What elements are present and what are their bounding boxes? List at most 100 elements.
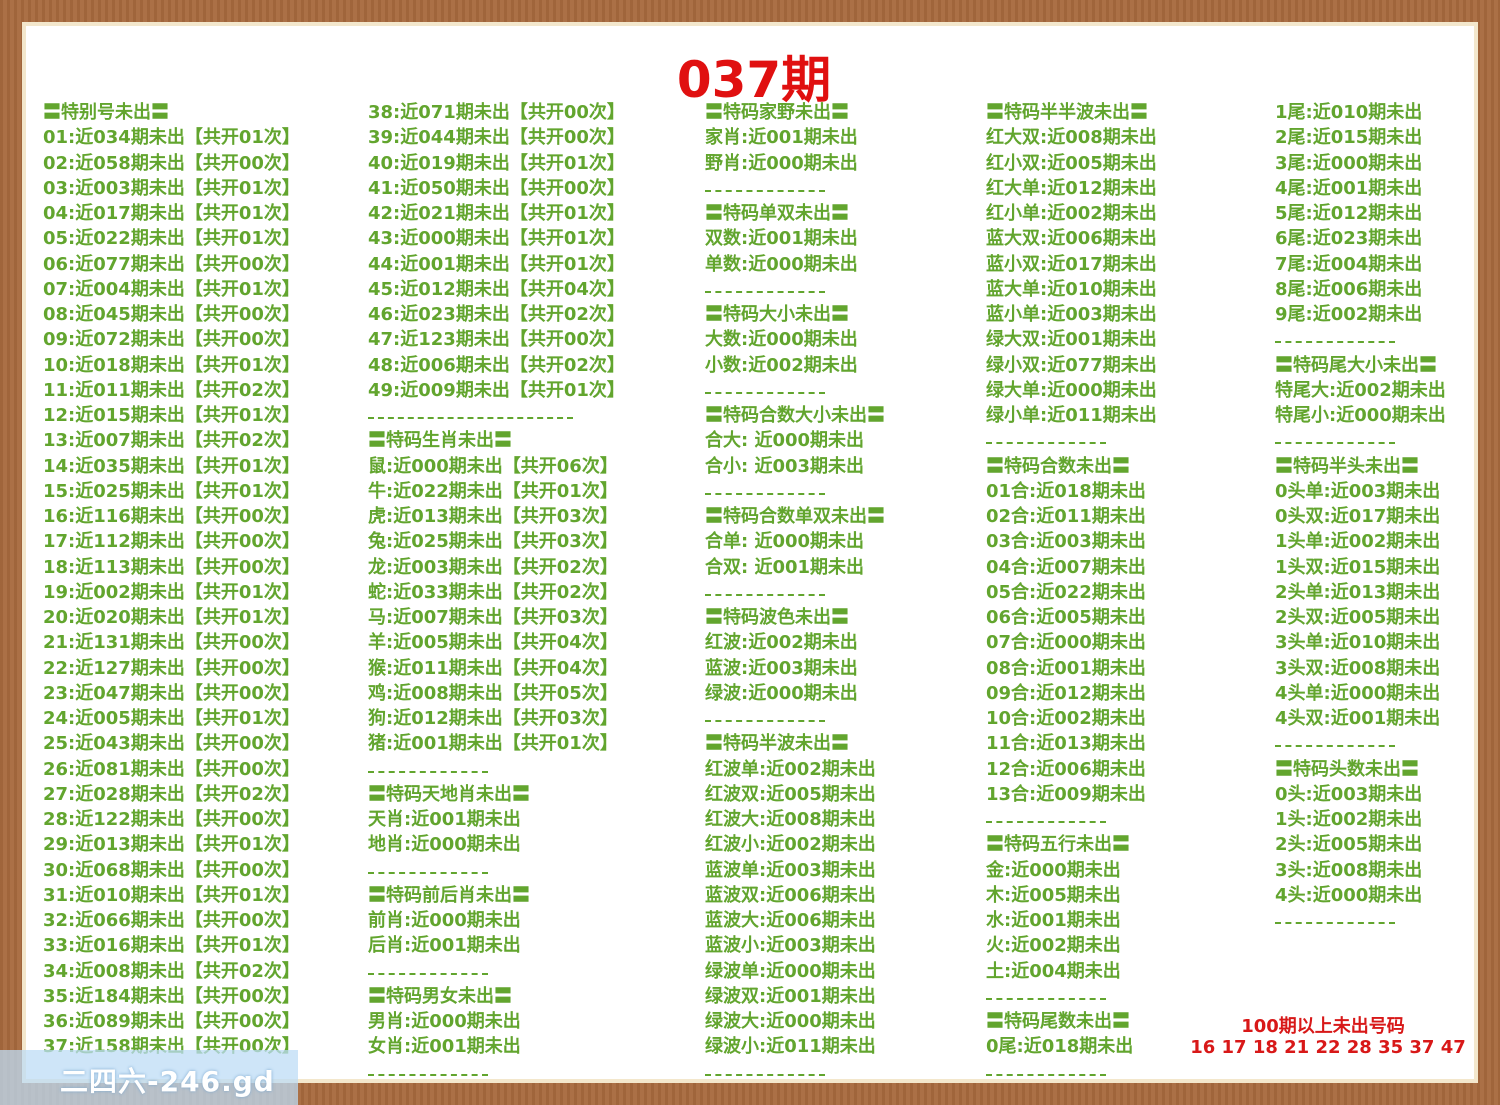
stat-line: 10:近018期未出【共开01次】	[43, 354, 300, 376]
stat-line: 0尾:近018期未出	[986, 1036, 1134, 1058]
stat-line: 1头单:近002期未出	[1275, 531, 1441, 553]
stat-line: 26:近081期未出【共开00次】	[43, 758, 300, 780]
separator	[1275, 745, 1395, 748]
stat-line: 红波单:近002期未出	[705, 758, 876, 780]
stat-line: 男肖:近000期未出	[368, 1011, 521, 1032]
stat-line: 18:近113期未出【共开00次】	[43, 556, 300, 578]
stat-line: 3头双:近008期未出	[1275, 657, 1441, 679]
stat-line: 21:近131期未出【共开00次】	[43, 632, 300, 654]
stat-line: 红小双:近005期未出	[986, 152, 1157, 174]
stat-line: 单数:近000期未出	[705, 253, 858, 275]
stat-line: 绿波小:近011期未出	[705, 1036, 876, 1058]
section-heading: 〓特码尾大小未出〓	[1275, 354, 1437, 376]
stat-line: 天肖:近001期未出	[368, 809, 521, 830]
section-heading: 〓特码头数未出〓	[1275, 758, 1419, 780]
stat-line: 13合:近009期未出	[986, 783, 1146, 805]
stat-line: 绿小单:近011期未出	[986, 405, 1157, 426]
section-heading: 〓特码前后肖未出〓	[368, 884, 530, 906]
stat-line: 后肖:近001期未出	[368, 935, 521, 957]
stat-line: 05:近022期未出【共开01次】	[43, 228, 300, 250]
stat-line: 05合:近022期未出	[986, 581, 1146, 603]
stat-line: 11合:近013期未出	[986, 733, 1146, 755]
separator	[986, 997, 1106, 1000]
stat-line: 12合:近006期未出	[986, 758, 1146, 780]
stat-line: 红波双:近005期未出	[705, 783, 876, 805]
stat-line: 虎:近013期未出【共开03次】	[368, 506, 618, 527]
stat-line: 48:近006期未出【共开02次】	[368, 354, 625, 376]
stat-line: 0头单:近003期未出	[1275, 480, 1441, 502]
stat-line: 33:近016期未出【共开01次】	[43, 935, 300, 957]
stat-line: 蓝波大:近006期未出	[705, 910, 876, 931]
stat-line: 4头双:近001期未出	[1275, 708, 1441, 729]
stat-line: 41:近050期未出【共开00次】	[368, 177, 625, 199]
stat-line: 4头:近000期未出	[1275, 884, 1423, 906]
stat-line: 土:近004期未出	[986, 960, 1121, 982]
stat-line: 特尾小:近000期未出	[1275, 405, 1446, 426]
stat-line: 07:近004期未出【共开01次】	[43, 278, 300, 300]
stat-line: 猴:近011期未出【共开04次】	[368, 657, 618, 679]
section-heading: 〓特码合数单双未出〓	[705, 506, 885, 527]
stat-line: 01:近034期未出【共开01次】	[43, 127, 300, 149]
stat-line: 7尾:近004期未出	[1275, 253, 1423, 275]
stat-line: 2尾:近015期未出	[1275, 127, 1423, 149]
separator	[705, 189, 825, 192]
section-heading: 〓特别号未出〓	[43, 102, 169, 123]
stat-line: 蓝波小:近003期未出	[705, 935, 876, 957]
stat-line: 小数:近002期未出	[705, 354, 858, 376]
stat-line: 30:近068期未出【共开00次】	[43, 859, 300, 881]
board: 037期	[22, 22, 1478, 1083]
stat-line: 5尾:近012期未出	[1275, 203, 1423, 224]
section-heading: 〓特码半头未出〓	[1275, 455, 1419, 477]
stat-line: 19:近002期未出【共开01次】	[43, 581, 300, 603]
stat-line: 红波大:近008期未出	[705, 809, 876, 830]
stat-line: 17:近112期未出【共开00次】	[43, 531, 300, 553]
stat-line: 35:近184期未出【共开00次】	[43, 985, 300, 1007]
stat-line: 合单: 近000期未出	[705, 531, 865, 553]
section-heading: 〓特码半半波未出〓	[986, 102, 1148, 123]
stat-line: 蓝大双:近006期未出	[986, 228, 1157, 250]
stat-line: 牛:近022期未出【共开01次】	[368, 480, 618, 502]
stat-line: 38:近071期未出【共开00次】	[368, 102, 625, 123]
separator	[986, 1073, 1106, 1076]
stat-line: 08:近045期未出【共开00次】	[43, 304, 300, 325]
stat-line: 03合:近003期未出	[986, 531, 1146, 553]
stat-line: 绿大单:近000期未出	[986, 379, 1157, 401]
stat-line: 09合:近012期未出	[986, 682, 1146, 704]
stat-line: 09:近072期未出【共开00次】	[43, 329, 300, 351]
watermark-box: 二四六-246.gd	[0, 1050, 298, 1105]
stat-line: 25:近043期未出【共开00次】	[43, 733, 300, 755]
stat-line: 9尾:近002期未出	[1275, 304, 1423, 325]
stat-line: 2头单:近013期未出	[1275, 581, 1441, 603]
stat-line: 8尾:近006期未出	[1275, 278, 1423, 300]
stat-line: 绿波单:近000期未出	[705, 960, 876, 982]
section-heading: 〓特码半波未出〓	[705, 733, 849, 755]
separator	[705, 720, 825, 722]
stat-line: 08合:近001期未出	[986, 657, 1146, 679]
section-heading: 〓特码男女未出〓	[368, 985, 512, 1007]
stat-line: 野肖:近000期未出	[705, 152, 858, 174]
separator	[705, 492, 825, 495]
stat-line: 06:近077期未出【共开00次】	[43, 253, 300, 275]
stat-line: 红小单:近002期未出	[986, 203, 1157, 224]
stat-line: 水:近001期未出	[986, 910, 1121, 931]
stat-line: 40:近019期未出【共开01次】	[368, 152, 625, 174]
stat-line: 0头双:近017期未出	[1275, 506, 1441, 527]
stat-line: 24:近005期未出【共开01次】	[43, 708, 300, 729]
stat-line: 金:近000期未出	[986, 859, 1121, 881]
stat-line: 13:近007期未出【共开02次】	[43, 430, 300, 452]
stat-line: 3尾:近000期未出	[1275, 152, 1423, 174]
separator	[705, 391, 825, 394]
stat-line: 红大单:近012期未出	[986, 177, 1157, 199]
stat-line: 28:近122期未出【共开00次】	[43, 809, 300, 830]
stat-line: 鼠:近000期未出【共开06次】	[368, 455, 618, 477]
stat-line: 蓝大单:近010期未出	[986, 278, 1157, 300]
stat-line: 蓝小双:近017期未出	[986, 253, 1157, 275]
stat-line: 02:近058期未出【共开00次】	[43, 152, 300, 174]
stat-line: 06合:近005期未出	[986, 607, 1146, 628]
separator	[705, 290, 825, 293]
section-heading: 〓特码合数未出〓	[986, 455, 1130, 477]
stat-line: 02合:近011期未出	[986, 506, 1146, 527]
stat-line: 16:近116期未出【共开00次】	[43, 506, 300, 527]
stat-line: 03:近003期未出【共开01次】	[43, 177, 300, 199]
